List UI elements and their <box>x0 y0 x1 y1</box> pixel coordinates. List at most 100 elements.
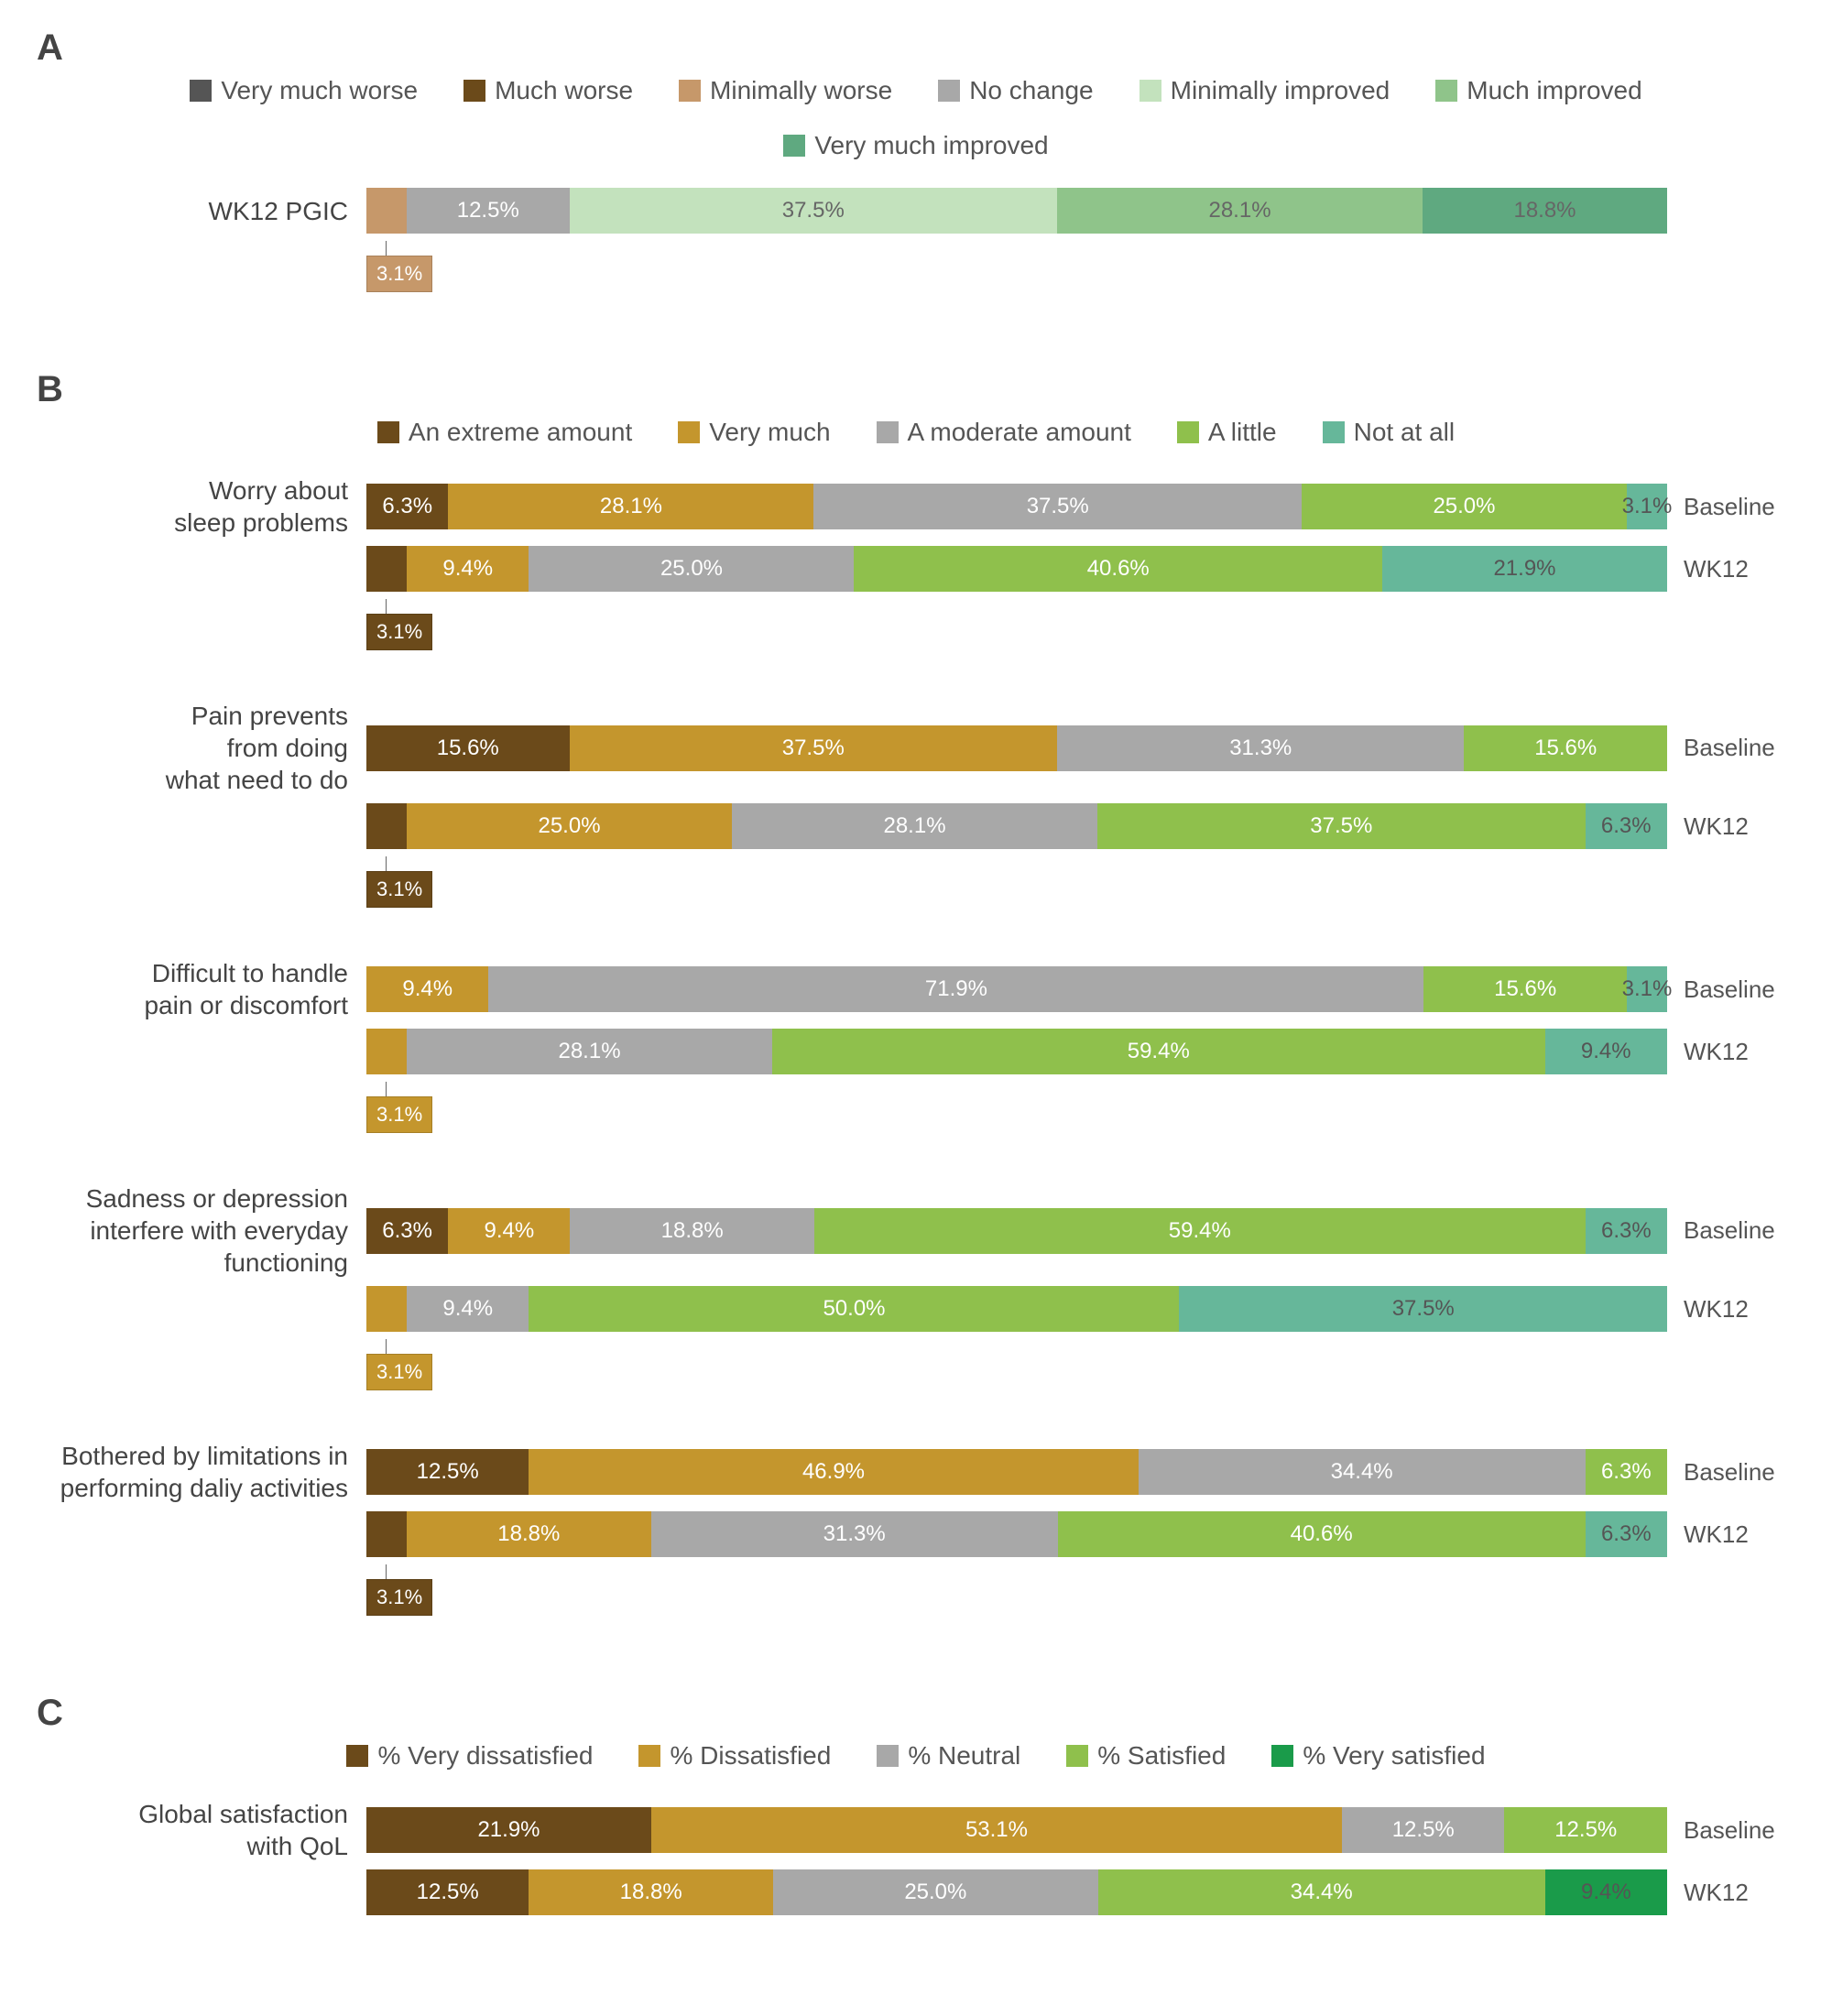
bar-segment: 18.8% <box>1423 188 1667 234</box>
bar-segment: 25.0% <box>1302 484 1627 529</box>
legend-label: % Very dissatisfied <box>377 1741 593 1771</box>
chart-row: 28.1%59.4%9.4%WK12 <box>37 1029 1795 1074</box>
bar-segment: 6.3% <box>1586 1208 1667 1254</box>
callout: 3.1% <box>366 599 1667 654</box>
bar-segment: 9.4% <box>407 546 529 592</box>
legend-label: An extreme amount <box>409 418 632 447</box>
callout: 3.1% <box>366 1564 1667 1619</box>
callout: 3.1% <box>366 856 1667 911</box>
bar-segment: 40.6% <box>1058 1511 1586 1557</box>
bar-segment: 59.4% <box>772 1029 1544 1074</box>
bar-segment: 3.1% <box>1627 966 1667 1012</box>
panel-letter: A <box>37 27 1795 69</box>
timepoint-label: Baseline <box>1667 1216 1795 1245</box>
bar-segment: 25.0% <box>407 803 732 849</box>
bar-segment: 9.4% <box>1545 1869 1667 1915</box>
bar-segment: 12.5% <box>1504 1807 1667 1853</box>
legend-item: Not at all <box>1323 418 1456 447</box>
bar-segment: 71.9% <box>488 966 1423 1012</box>
chart-group: Worry aboutsleep problems6.3%28.1%37.5%2… <box>37 474 1795 654</box>
chart-row: 25.0%28.1%37.5%6.3%WK12 <box>37 803 1795 849</box>
y-label: Difficult to handlepain or discomfort <box>37 957 366 1021</box>
callout-label: 3.1% <box>366 1354 432 1390</box>
legend-item: Very much worse <box>190 76 418 105</box>
legend-label: Much worse <box>495 76 633 105</box>
legend-swatch <box>1066 1745 1088 1767</box>
legend-item: An extreme amount <box>377 418 632 447</box>
timepoint-label: Baseline <box>1667 734 1795 762</box>
chart-row: Worry aboutsleep problems6.3%28.1%37.5%2… <box>37 474 1795 539</box>
legend-item: % Very dissatisfied <box>346 1741 593 1771</box>
legend-label: A little <box>1208 418 1277 447</box>
timepoint-label: WK12 <box>1667 1295 1795 1324</box>
legend-swatch <box>938 80 960 102</box>
legend-label: Not at all <box>1354 418 1456 447</box>
panel-a: AVery much worseMuch worseMinimally wors… <box>37 27 1795 296</box>
legend-item: Very much <box>678 418 830 447</box>
bar-segment: 18.8% <box>529 1869 773 1915</box>
callout-label: 3.1% <box>366 614 432 650</box>
bar-segment: 9.4% <box>366 966 488 1012</box>
legend-swatch <box>346 1745 368 1767</box>
bar-segment: 31.3% <box>1057 725 1464 771</box>
bar-segment: 46.9% <box>529 1449 1138 1495</box>
legend-label: No change <box>969 76 1093 105</box>
bar-track: 12.5%18.8%25.0%34.4%9.4% <box>366 1869 1667 1915</box>
bar-segment <box>366 1029 407 1074</box>
y-label: Bothered by limitations inperforming dal… <box>37 1440 366 1504</box>
bar-segment: 6.3% <box>1586 1449 1667 1495</box>
legend-swatch <box>877 1745 899 1767</box>
bar-segment: 28.1% <box>407 1029 772 1074</box>
legend-label: % Neutral <box>908 1741 1020 1771</box>
bar-segment: 40.6% <box>854 546 1382 592</box>
callout-label: 3.1% <box>366 1096 432 1133</box>
legend-item: % Dissatisfied <box>638 1741 831 1771</box>
legend-swatch <box>463 80 485 102</box>
bar-track: 28.1%59.4%9.4% <box>366 1029 1667 1074</box>
callout-label: 3.1% <box>366 871 432 908</box>
legend-label: % Very satisfied <box>1303 1741 1485 1771</box>
bar-track: 15.6%37.5%31.3%15.6% <box>366 725 1667 771</box>
callout-label: 3.1% <box>366 1579 432 1616</box>
legend-swatch <box>678 421 700 443</box>
bar-segment: 37.5% <box>570 725 1058 771</box>
bar-track: 25.0%28.1%37.5%6.3% <box>366 803 1667 849</box>
legend-label: Much improved <box>1467 76 1641 105</box>
timepoint-label: Baseline <box>1667 1816 1795 1845</box>
chart-row: Pain preventsfrom doingwhat need to do15… <box>37 700 1795 796</box>
bar-track: 6.3%9.4%18.8%59.4%6.3% <box>366 1208 1667 1254</box>
legend-label: Minimally improved <box>1171 76 1390 105</box>
callout-row: 3.1% <box>37 1564 1795 1619</box>
bar-segment: 6.3% <box>1586 803 1667 849</box>
y-label: Worry aboutsleep problems <box>37 474 366 539</box>
panel-b: BAn extreme amountVery muchA moderate am… <box>37 369 1795 1619</box>
bar-segment: 28.1% <box>1057 188 1423 234</box>
legend-label: Very much worse <box>221 76 418 105</box>
chart-row: 9.4%50.0%37.5%WK12 <box>37 1286 1795 1332</box>
legend-item: No change <box>938 76 1093 105</box>
callout-label: 3.1% <box>366 256 432 292</box>
bar-segment: 21.9% <box>1382 546 1667 592</box>
chart-row: Difficult to handlepain or discomfort9.4… <box>37 957 1795 1021</box>
legend-swatch <box>1271 1745 1293 1767</box>
chart-row: 9.4%25.0%40.6%21.9%WK12 <box>37 546 1795 592</box>
bar-segment <box>366 1286 407 1332</box>
bar-segment: 12.5% <box>366 1449 529 1495</box>
legend-item: % Satisfied <box>1066 1741 1226 1771</box>
legend-swatch <box>1140 80 1161 102</box>
callout: 3.1% <box>366 1339 1667 1394</box>
legend-swatch <box>679 80 701 102</box>
bar-segment: 9.4% <box>1545 1029 1667 1074</box>
callout-row: 3.1% <box>37 856 1795 911</box>
bar-track: 12.5%46.9%34.4%6.3% <box>366 1449 1667 1495</box>
bar-segment: 50.0% <box>529 1286 1179 1332</box>
panel-letter: B <box>37 369 1795 410</box>
bar-segment: 12.5% <box>407 188 570 234</box>
callout-row: 3.1% <box>37 241 1795 296</box>
bar-segment <box>366 1511 407 1557</box>
bar-segment <box>366 546 407 592</box>
legend-swatch <box>1435 80 1457 102</box>
legend-swatch <box>1323 421 1345 443</box>
legend: Very much worseMuch worseMinimally worse… <box>137 76 1695 160</box>
callout: 3.1% <box>366 241 1667 296</box>
